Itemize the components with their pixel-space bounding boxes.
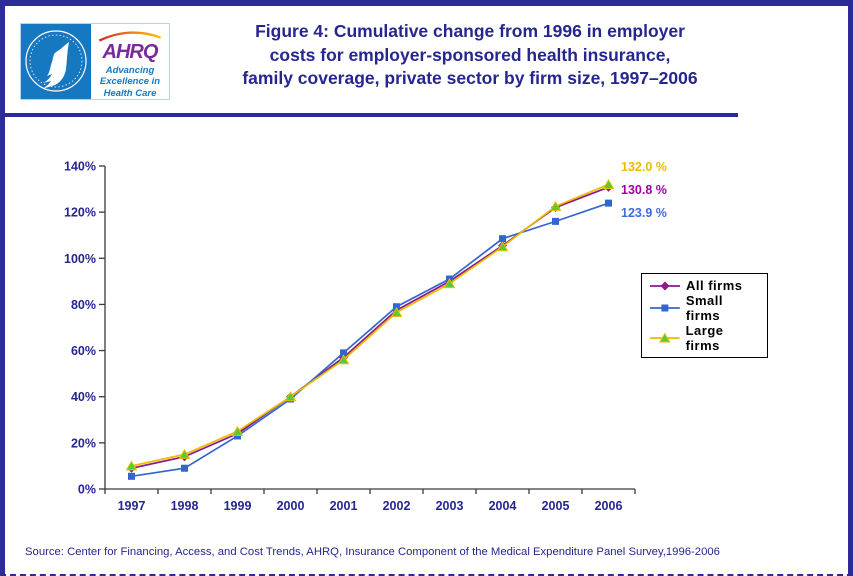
end-label-small-firms: 123.9 % [621, 206, 667, 220]
series-line [131, 186, 609, 470]
y-tick-label: 100% [64, 252, 96, 266]
legend-item-all-firms: All firms [648, 278, 761, 293]
x-tick-label: 1998 [171, 499, 199, 513]
x-tick-label: 2000 [277, 499, 305, 513]
header-divider [5, 113, 738, 117]
data-point-square [393, 303, 400, 311]
ahrq-hhs-logo: AHRQ Advancing Excellence in Health Care [20, 23, 170, 100]
y-tick-label: 140% [64, 160, 96, 174]
tagline-line-3: Health Care [103, 87, 157, 99]
legend-label-small-firms: Small firms [685, 293, 723, 323]
data-point-triangle [658, 332, 671, 343]
ahrq-tagline: Advancing Excellence in Health Care [100, 65, 160, 100]
x-tick-label: 2001 [330, 499, 358, 513]
x-tick-label: 2005 [542, 499, 570, 513]
tagline-line-1: Advancing [105, 64, 155, 76]
y-tick-label: 120% [64, 206, 96, 220]
x-tick-label: 1999 [224, 499, 252, 513]
legend-item-large-firms: Large firms [648, 323, 761, 353]
source-note: Source: Center for Financing, Access, an… [25, 546, 720, 558]
data-point-square [340, 349, 347, 357]
data-point-triangle [284, 391, 297, 402]
legend-marker-all-firms-icon [650, 281, 680, 290]
y-tick-label: 0% [78, 483, 96, 497]
title-line-2: costs for employer-sponsored health insu… [269, 44, 671, 65]
x-tick-label: 2002 [383, 499, 411, 513]
ahrq-logo: AHRQ Advancing Excellence in Health Care [91, 24, 169, 99]
data-point-square [605, 199, 612, 207]
legend-item-small-firms: Small firms [648, 293, 761, 323]
series-line [131, 183, 609, 467]
y-tick-label: 80% [71, 298, 96, 312]
data-point-square [128, 472, 135, 480]
series-small-firms [128, 199, 612, 480]
y-tick-label: 60% [71, 344, 96, 358]
ahrq-arc-icon [98, 31, 162, 42]
data-point-triangle [178, 448, 191, 459]
title-line-3: family coverage, private sector by firm … [242, 68, 698, 88]
x-tick-label: 1997 [118, 499, 146, 513]
x-tick-label: 2006 [595, 499, 623, 513]
data-point-triangle [602, 178, 615, 189]
data-point-triangle [496, 241, 509, 252]
title-line-1: Figure 4: Cumulative change from 1996 in… [255, 21, 685, 41]
series-line [131, 202, 609, 478]
data-point-square [234, 432, 241, 440]
hhs-seal [21, 24, 91, 99]
x-tick-label: 2003 [436, 499, 464, 513]
data-point-triangle [337, 354, 350, 365]
legend-marker-small-firms-icon [649, 304, 680, 312]
tagline-line-2: Excellence in [99, 76, 161, 87]
series-large-firms [125, 178, 615, 471]
cumulative-cost-line-chart: 0% 20% 40% 60% 80% 100% 120% 140% 1997 1998 1999 20… [64, 160, 636, 513]
data-point-square [181, 464, 188, 472]
end-label-all-firms: 130.8 % [621, 183, 667, 197]
hhs-eagle-seal-icon [25, 30, 87, 92]
end-label-large-firms: 132.0 % [621, 160, 667, 174]
data-point-triangle [443, 278, 456, 289]
axes [104, 166, 635, 490]
x-tick-label: 2004 [489, 499, 517, 513]
ahrq-acronym: AHRQ [102, 40, 159, 63]
data-point-square [552, 217, 559, 225]
y-tick-label: 40% [71, 390, 96, 404]
legend-label-all-firms: All firms [686, 278, 743, 293]
data-point-square [661, 304, 669, 312]
data-point-square [499, 235, 506, 243]
legend-marker-large-firms-icon [649, 332, 680, 343]
data-point-triangle [125, 460, 138, 471]
page-title: Figure 4: Cumulative change from 1996 in… [190, 20, 750, 91]
legend-label-large-firms: Large firms [685, 323, 724, 353]
data-point-triangle [231, 425, 244, 436]
data-point-triangle [549, 200, 562, 211]
y-tick-label: 20% [71, 436, 96, 450]
data-point-triangle [390, 307, 403, 318]
data-point-diamond [660, 281, 670, 290]
chart-legend: All firms Small firms Large firms [641, 273, 768, 358]
